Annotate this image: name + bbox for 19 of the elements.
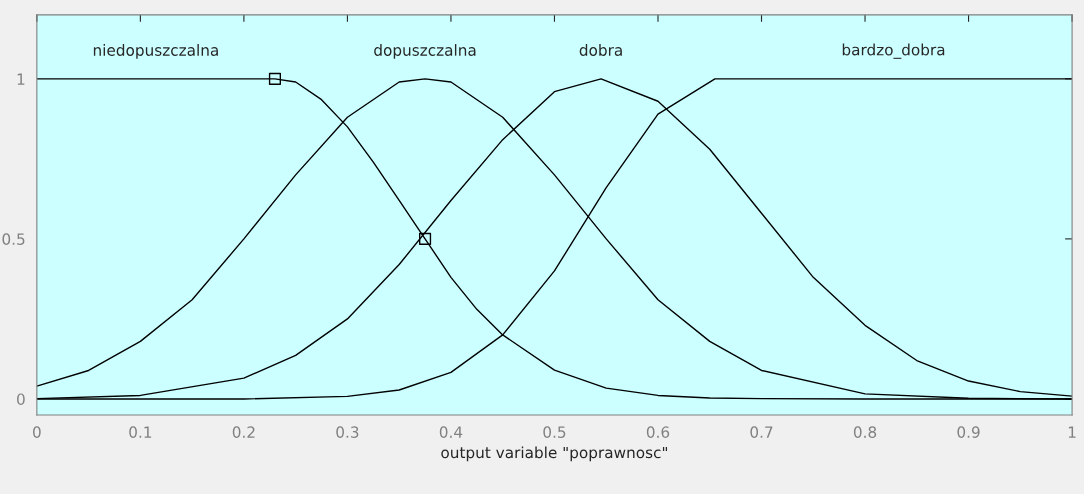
series-label: dopuszczalna [374, 44, 476, 59]
series-label: niedopuszczalna [93, 44, 218, 59]
x-tick-label: 0.3 [336, 426, 359, 438]
x-tick-label: 0.9 [957, 426, 980, 438]
x-axis-title: output variable "poprawnosc" [441, 446, 668, 462]
series-label: bardzo_dobra [842, 43, 945, 59]
x-tick-label: 0 [33, 426, 41, 438]
x-tick-label: 0.5 [543, 426, 566, 438]
y-tick-label: 0.5 [2, 233, 25, 245]
x-tick-label: 0.2 [232, 426, 255, 438]
x-tick-label: 0.7 [750, 426, 773, 438]
x-tick-label: 0.4 [439, 426, 463, 438]
x-tick-label: 0.1 [129, 426, 152, 438]
x-tick-label: 1 [1068, 426, 1076, 438]
series-label: dobra [579, 44, 622, 56]
x-tick-label: 0.6 [646, 426, 670, 438]
y-tick-label: 0 [17, 393, 25, 405]
y-tick-label: 1 [17, 73, 25, 85]
x-tick-label: 0.8 [853, 426, 877, 438]
